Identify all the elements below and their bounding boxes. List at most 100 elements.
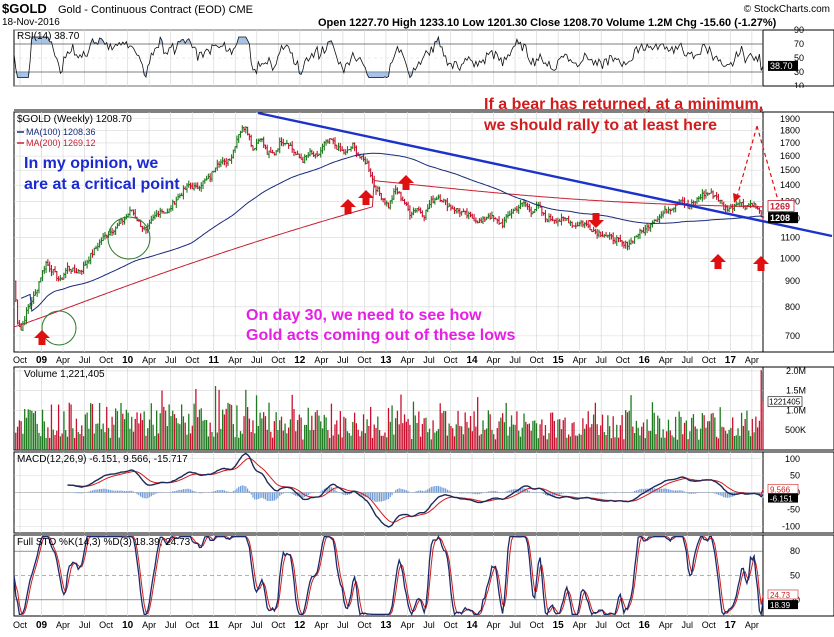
volume-value-tag-bg: [767, 396, 803, 408]
sto-d-tag: 24.73: [770, 591, 791, 600]
stochastic-panel: 20 50 80 Full STO %K(14,3) %D(3) 18.39, 24.…: [13, 534, 834, 617]
up-arrow: [34, 330, 50, 345]
x-axis-label-bottom: Oct: [185, 620, 200, 630]
x-axis-label-bottom: Jul: [682, 620, 694, 630]
annotation-opinion-2: are at a critical point: [24, 176, 180, 193]
x-axis-label: Apr: [487, 355, 501, 365]
x-axis-label: 10: [122, 355, 134, 366]
x-axis-label: Apr: [573, 355, 587, 365]
x-axis-label-bottom: Jul: [423, 620, 435, 630]
macd-tick-label: -100: [782, 521, 800, 531]
x-axis-label-bottom: Apr: [487, 620, 501, 630]
annotation-bear-2: we should rally to at least here: [483, 117, 717, 134]
volume-tick-label: 1.5M: [786, 386, 806, 396]
x-axis-label-bottom: Oct: [99, 620, 114, 630]
x-axis-label-bottom: Jul: [337, 620, 349, 630]
price-panel: 7008009001000110012001300140015001600170…: [13, 111, 834, 353]
price-tick-label: 1500: [780, 165, 800, 175]
x-axis-label-bottom: Apr: [573, 620, 587, 630]
volume-tick-label: 2.0M: [786, 366, 806, 376]
x-axis-label-bottom: Apr: [142, 620, 156, 630]
ma100-line: [20, 152, 764, 313]
x-axis-label-bottom: 16: [639, 620, 651, 631]
rsi-tick-label: 90: [794, 25, 804, 35]
rsi-panel: 10 30 50 70 90 RSI(14) 38.70 38.70: [13, 25, 834, 91]
rsi-tick-label: 30: [794, 67, 804, 77]
price-tick-label: 1400: [780, 180, 800, 190]
macd-value-tag-bg: [768, 493, 798, 503]
x-axis-label: Oct: [443, 355, 458, 365]
x-axis-label-bottom: 12: [294, 620, 306, 631]
x-axis-top-bg: [0, 88, 834, 110]
price-tick-label: 1000: [780, 253, 800, 263]
sto-tick-label: 50: [790, 571, 800, 581]
x-axis-label: 11: [208, 355, 219, 366]
x-axis-label: 15: [553, 355, 565, 366]
annotation-day30-2: Gold acts coming out of these lows: [246, 327, 515, 344]
rsi-tick-label: 50: [794, 53, 804, 63]
x-axis-label-bottom: Oct: [271, 620, 286, 630]
price-value-tag: 1208: [770, 213, 790, 223]
x-axis-top: [0, 88, 834, 111]
volume-tick-label: 500K: [785, 425, 806, 435]
x-axis-label: 12: [294, 355, 306, 366]
x-axis-label-bottom: Jul: [251, 620, 263, 630]
macd-tick-label: -50: [787, 504, 800, 514]
macd-tick-label: 50: [790, 471, 800, 481]
sto-k-tag-bg: [768, 600, 798, 610]
x-axis-label: Jul: [423, 355, 435, 365]
macd-line: [67, 452, 764, 528]
up-arrow: [753, 256, 769, 271]
dashed-arrow-head: [733, 193, 741, 203]
x-axis-label-bottom: 13: [380, 620, 392, 631]
macd-label: MACD(12,26,9) -6.151, 9.566, -15.717: [17, 454, 188, 465]
price-tick-label: 1700: [780, 138, 800, 148]
x-axis-label: 13: [380, 355, 392, 366]
x-axis-label: Oct: [702, 355, 717, 365]
volume-label: Volume 1,221,405: [24, 369, 105, 380]
x-axis-label-bottom: Jul: [509, 620, 521, 630]
x-axis-label: Oct: [185, 355, 200, 365]
ma200-line: [13, 180, 764, 328]
annotation-opinion-1: In my opinion, we: [24, 155, 158, 172]
x-axis-bg: [14, 353, 763, 366]
x-axis-label: Jul: [509, 355, 521, 365]
price-tick-label: 1800: [780, 126, 800, 136]
x-axis-label-bottom: Apr: [56, 620, 70, 630]
price-tick-label: 700: [785, 331, 800, 341]
sto-k-tag: 18.39: [770, 601, 791, 610]
x-axis-label: Apr: [314, 355, 328, 365]
x-axis-label-bottom: Jul: [595, 620, 607, 630]
header-date: 18-Nov-2016: [2, 17, 60, 28]
x-axis-label-bottom: Apr: [745, 620, 759, 630]
ma200-value-tag: 1269: [770, 202, 790, 212]
price-axis-box: [762, 111, 834, 353]
x-axis-label-bottom: 17: [725, 620, 737, 631]
dashed-arrow-line: [736, 125, 758, 198]
sto-tick-label: 80: [790, 546, 800, 556]
ma100-legend: MA(100) 1208.36: [26, 127, 96, 137]
rsi-line: [13, 35, 764, 79]
x-axis-label: Oct: [271, 355, 286, 365]
x-axis-label-bottom: 11: [208, 620, 219, 631]
price-tick-label: 1900: [780, 114, 800, 124]
x-axis-label: Apr: [400, 355, 414, 365]
down-arrow: [588, 213, 604, 228]
x-axis-label: Jul: [682, 355, 694, 365]
macd-signal-tag-bg: [767, 483, 799, 494]
x-axis-label-bottom: Jul: [79, 620, 91, 630]
macd-signal-tag: 9.566: [770, 485, 791, 494]
x-axis-label-bottom: Oct: [13, 620, 28, 630]
x-axis-label: 09: [36, 355, 48, 366]
x-axis-label: Apr: [56, 355, 70, 365]
macd-panel: -100-50050100MACD(12,26,9) -6.151, 9.566…: [13, 451, 834, 534]
rsi-value-tag-bg: [768, 60, 798, 71]
annotation-bear-1: If a bear has returned, at a minimum,: [484, 96, 763, 113]
x-axis-label: Jul: [79, 355, 91, 365]
ma200-legend: MA(200) 1269.12: [26, 138, 96, 148]
x-axis-label-bottom: Oct: [443, 620, 458, 630]
up-arrow: [358, 190, 374, 205]
volume-value-tag: 1221405: [769, 398, 801, 407]
